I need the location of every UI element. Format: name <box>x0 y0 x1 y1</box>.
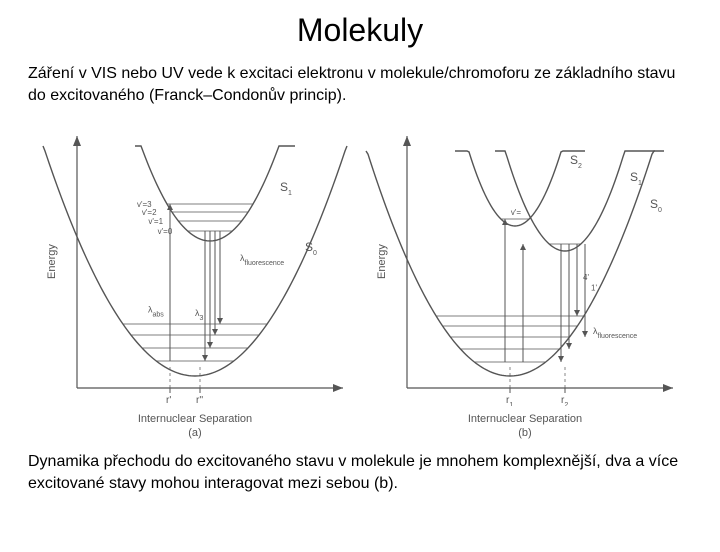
svg-text:v'=: v'= <box>511 208 522 217</box>
svg-text:v'=3: v'=3 <box>137 200 152 209</box>
svg-text:v'=1: v'=1 <box>148 217 163 226</box>
svg-text:r2: r2 <box>561 395 568 406</box>
svg-text:S1: S1 <box>280 180 292 197</box>
svg-text:S0: S0 <box>305 240 317 257</box>
intro-paragraph: Záření v VIS nebo UV vede k excitaci ele… <box>0 63 720 106</box>
franck-condon-diagram-b: Energy v'= S2 S1 S0 4'1' λfluorescence r1 r2 <box>365 116 685 406</box>
svg-text:r': r' <box>166 395 171 406</box>
outro-paragraph: Dynamika přechodu do excitovaného stavu … <box>0 451 720 494</box>
page-title: Molekuly <box>0 12 720 49</box>
franck-condon-diagram-a: Energy v'=0v'=1v'=2v'=3 S1 S0 λabs λfluoresce… <box>35 116 355 406</box>
svg-text:S2: S2 <box>570 153 582 170</box>
svg-text:λ3: λ3 <box>195 308 204 322</box>
xlabel-a: Internuclear Separation <box>35 413 355 425</box>
svg-text:r1: r1 <box>506 395 513 406</box>
svg-text:λfluorescence: λfluorescence <box>593 326 637 340</box>
svg-text:S0: S0 <box>650 197 662 214</box>
svg-text:Energy: Energy <box>376 244 388 279</box>
svg-text:v'=2: v'=2 <box>142 208 157 217</box>
xlabel-b: Internuclear Separation <box>365 413 685 425</box>
svg-text:r'': r'' <box>196 395 203 406</box>
panel-a-label: (a) <box>35 427 355 439</box>
svg-text:S1: S1 <box>630 170 642 187</box>
panel-b: Energy v'= S2 S1 S0 4'1' λfluorescence r1 r2 Int… <box>365 116 685 439</box>
panel-b-label: (b) <box>365 427 685 439</box>
svg-text:λabs: λabs <box>148 305 164 319</box>
svg-text:v'=0: v'=0 <box>158 227 173 236</box>
svg-text:4': 4' <box>583 273 589 282</box>
svg-text:1': 1' <box>591 284 597 293</box>
svg-text:Energy: Energy <box>46 244 58 279</box>
svg-text:λfluorescence: λfluorescence <box>240 253 284 267</box>
figure-row: Energy v'=0v'=1v'=2v'=3 S1 S0 λabs λfluoresce… <box>0 116 720 439</box>
panel-a: Energy v'=0v'=1v'=2v'=3 S1 S0 λabs λfluoresce… <box>35 116 355 439</box>
